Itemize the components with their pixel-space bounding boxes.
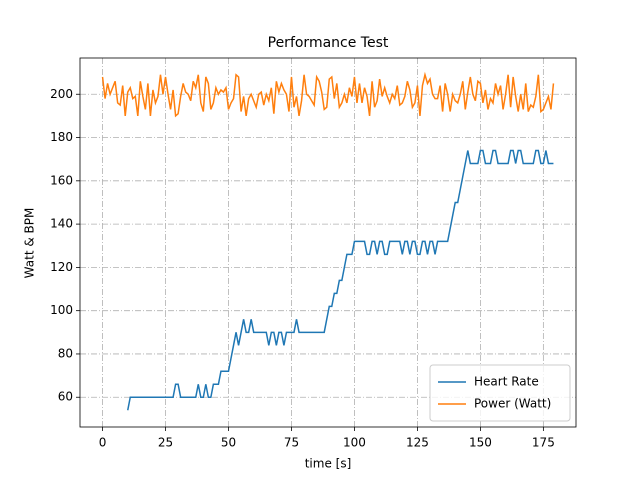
x-tick-label: 175 xyxy=(532,436,555,450)
line-series xyxy=(101,71,555,118)
plot-frame xyxy=(79,57,577,428)
legend: Heart Rate Power (Watt) xyxy=(429,364,571,422)
x-tick-label: 75 xyxy=(284,436,299,450)
chart-title: Performance Test xyxy=(268,35,389,51)
legend-box xyxy=(429,364,571,422)
y-tick-label: 200 xyxy=(50,87,73,101)
y-tick-label: 120 xyxy=(50,260,73,274)
legend-label: Heart Rate xyxy=(474,375,539,389)
y-tick-label: 140 xyxy=(50,217,73,231)
y-tick-label: 180 xyxy=(50,130,73,144)
x-tick-label: 0 xyxy=(99,436,107,450)
x-tick-label: 25 xyxy=(158,436,173,450)
x-tick-label: 100 xyxy=(343,436,366,450)
x-tick-label: 150 xyxy=(469,436,492,450)
x-axis-label: time [s] xyxy=(305,457,352,471)
x-tick-label: 50 xyxy=(221,436,236,450)
y-tick-label: 80 xyxy=(58,346,73,360)
y-axis-label: Watt & BPM xyxy=(23,208,37,279)
y-tick-label: 100 xyxy=(50,303,73,317)
x-tick-label: 125 xyxy=(406,436,429,450)
y-tick-label: 160 xyxy=(50,173,73,187)
legend-label: Power (Watt) xyxy=(474,397,551,411)
y-tick-label: 60 xyxy=(58,390,73,404)
line-series xyxy=(127,149,554,411)
